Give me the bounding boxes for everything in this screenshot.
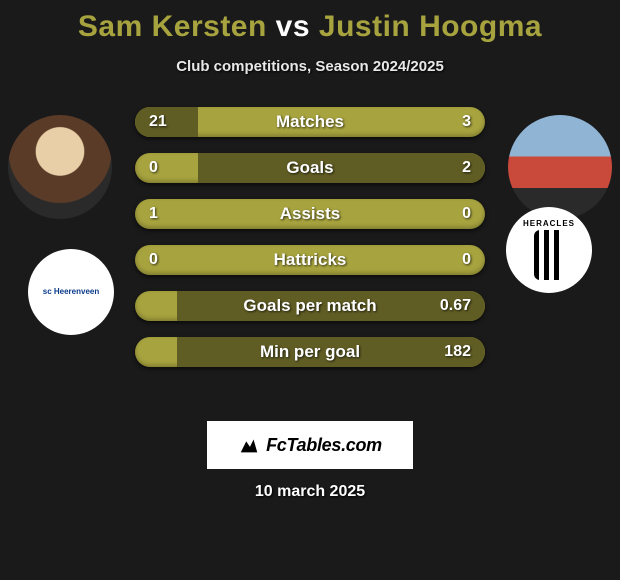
stat-value-right: 0.67 xyxy=(440,291,471,321)
stat-bar: Min per goal182 xyxy=(135,337,485,367)
fctables-logo[interactable]: FcTables.com xyxy=(207,421,413,469)
stat-value-left: 0 xyxy=(149,153,158,183)
stat-value-right: 0 xyxy=(462,199,471,229)
heracles-stripes-icon xyxy=(534,230,564,280)
stat-bars: 21Matches30Goals21Assists00Hattricks0Goa… xyxy=(135,107,485,383)
fctables-mark-icon xyxy=(238,434,260,456)
stat-fill-right xyxy=(177,337,485,367)
stat-value-left: 21 xyxy=(149,107,167,137)
stat-value-right: 0 xyxy=(462,245,471,275)
title-player2: Justin Hoogma xyxy=(319,10,542,43)
stat-value-right: 2 xyxy=(462,153,471,183)
fctables-logo-text: FcTables.com xyxy=(266,435,382,456)
subtitle: Club competitions, Season 2024/2025 xyxy=(0,58,620,75)
player1-club-label: sc Heerenveen xyxy=(43,288,99,296)
stat-bar: Goals per match0.67 xyxy=(135,291,485,321)
title-vs: vs xyxy=(276,10,310,43)
stat-bar: 0Hattricks0 xyxy=(135,245,485,275)
player2-club-label: HERACLES xyxy=(523,220,575,228)
stat-label: Hattricks xyxy=(135,245,485,275)
player2-club-badge: HERACLES xyxy=(506,207,592,293)
stat-value-left: 0 xyxy=(149,245,158,275)
title-player1: Sam Kersten xyxy=(78,10,267,43)
player1-avatar xyxy=(8,115,112,219)
stat-label: Assists xyxy=(135,199,485,229)
date-label: 10 march 2025 xyxy=(0,483,620,501)
page-title: Sam Kersten vs Justin Hoogma xyxy=(0,10,620,44)
stat-bar: 0Goals2 xyxy=(135,153,485,183)
comparison-card: Sam Kersten vs Justin Hoogma Club compet… xyxy=(0,0,620,501)
comparison-stage: sc Heerenveen HERACLES 21Matches3 0Goals2… xyxy=(0,97,620,417)
player2-avatar xyxy=(508,115,612,219)
stat-bar: 1Assists0 xyxy=(135,199,485,229)
stat-bar: 21Matches3 xyxy=(135,107,485,137)
stat-fill-right xyxy=(198,153,485,183)
stat-value-right: 182 xyxy=(444,337,471,367)
player1-club-badge: sc Heerenveen xyxy=(28,249,114,335)
stat-fill-right xyxy=(177,291,485,321)
stat-value-right: 3 xyxy=(462,107,471,137)
stat-value-left: 1 xyxy=(149,199,158,229)
